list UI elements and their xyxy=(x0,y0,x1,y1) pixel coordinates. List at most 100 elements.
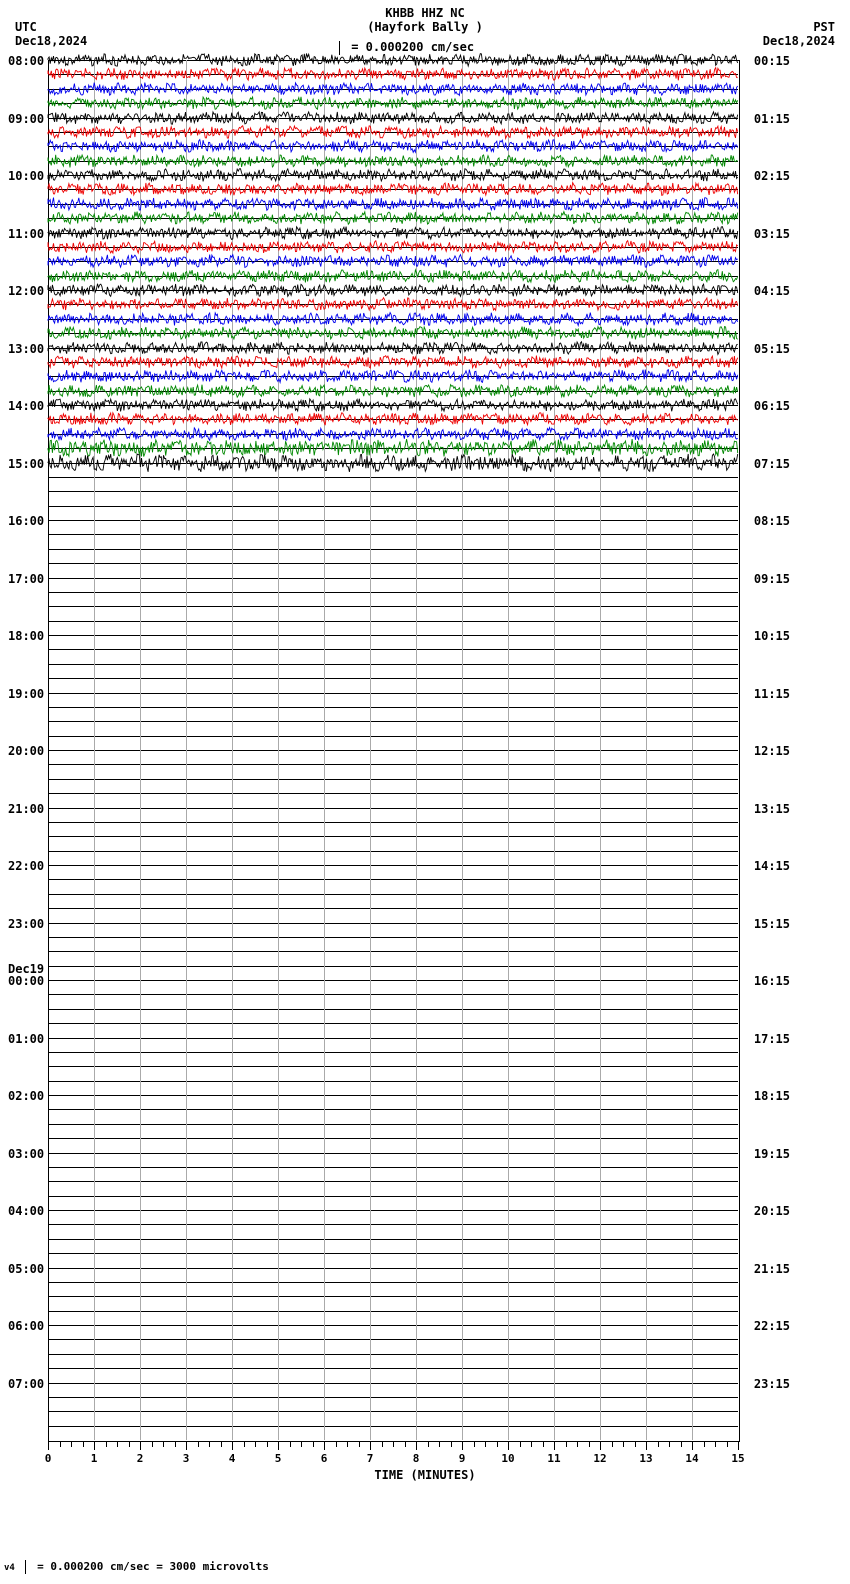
grid-line-h xyxy=(48,980,738,981)
grid-line-h xyxy=(48,1138,738,1139)
grid-line-h xyxy=(48,1268,738,1269)
time-label-left: 08:00 xyxy=(8,54,44,68)
x-tick-major xyxy=(416,1442,417,1450)
time-label-right: 11:15 xyxy=(754,687,790,701)
x-tick-major xyxy=(370,1442,371,1450)
time-label-left: 23:00 xyxy=(8,917,44,931)
grid-line-h xyxy=(48,1339,738,1340)
tz-left: UTC xyxy=(15,20,37,34)
x-tick-minor xyxy=(658,1442,659,1447)
x-tick-minor xyxy=(520,1442,521,1447)
x-tick-label: 7 xyxy=(367,1452,374,1465)
time-label-right: 07:15 xyxy=(754,457,790,471)
grid-line-h xyxy=(48,1397,738,1398)
grid-line-h xyxy=(48,1224,738,1225)
footer-scale: v4 = 0.000200 cm/sec = 3000 microvolts xyxy=(4,1560,269,1574)
x-tick-minor xyxy=(727,1442,728,1447)
time-label-right: 17:15 xyxy=(754,1032,790,1046)
grid-line-h xyxy=(48,1210,738,1211)
x-tick-minor xyxy=(589,1442,590,1447)
x-tick-minor xyxy=(221,1442,222,1447)
grid-line-h xyxy=(48,808,738,809)
grid-line-h xyxy=(48,477,738,478)
time-label-right: 00:15 xyxy=(754,54,790,68)
time-label-left: 04:00 xyxy=(8,1204,44,1218)
grid-line-h xyxy=(48,1081,738,1082)
grid-line-h xyxy=(48,506,738,507)
grid-line-h xyxy=(48,923,738,924)
time-label-left: 19:00 xyxy=(8,687,44,701)
x-tick-major xyxy=(140,1442,141,1450)
time-label-left: 05:00 xyxy=(8,1262,44,1276)
time-label-right: 02:15 xyxy=(754,169,790,183)
time-label-right: 03:15 xyxy=(754,227,790,241)
time-label-left: 21:00 xyxy=(8,802,44,816)
x-tick-label: 12 xyxy=(593,1452,606,1465)
x-tick-label: 3 xyxy=(183,1452,190,1465)
time-label-left: 06:00 xyxy=(8,1319,44,1333)
x-tick-minor xyxy=(393,1442,394,1447)
x-tick-label: 8 xyxy=(413,1452,420,1465)
grid-line-h xyxy=(48,520,738,521)
x-tick-minor xyxy=(267,1442,268,1447)
time-label-right: 05:15 xyxy=(754,342,790,356)
grid-line-h xyxy=(48,1383,738,1384)
seismogram-container: KHBB HHZ NC (Hayfork Bally ) = 0.000200 … xyxy=(0,0,850,1584)
grid-line-h xyxy=(48,1109,738,1110)
grid-line-h xyxy=(48,1066,738,1067)
grid-line-h xyxy=(48,1296,738,1297)
station-title: KHBB HHZ NC xyxy=(0,6,850,20)
grid-line-h xyxy=(48,678,738,679)
x-tick-minor xyxy=(623,1442,624,1447)
grid-line-h xyxy=(48,578,738,579)
time-label-left: 02:00 xyxy=(8,1089,44,1103)
time-label-right: 04:15 xyxy=(754,284,790,298)
x-tick-label: 6 xyxy=(321,1452,328,1465)
grid-line-h xyxy=(48,549,738,550)
x-tick-minor xyxy=(531,1442,532,1447)
grid-line-h xyxy=(48,1095,738,1096)
grid-line-h xyxy=(48,1009,738,1010)
x-tick-minor xyxy=(71,1442,72,1447)
grid-line-h xyxy=(48,1181,738,1182)
grid-line-h xyxy=(48,1052,738,1053)
grid-line-h xyxy=(48,736,738,737)
x-tick-minor xyxy=(543,1442,544,1447)
x-tick-major xyxy=(48,1442,49,1450)
x-tick-label: 13 xyxy=(639,1452,652,1465)
grid-line-h xyxy=(48,1325,738,1326)
grid-line-h xyxy=(48,764,738,765)
x-tick-minor xyxy=(129,1442,130,1447)
time-label-left: 20:00 xyxy=(8,744,44,758)
time-label-right: 06:15 xyxy=(754,399,790,413)
grid-line-h xyxy=(48,793,738,794)
seismic-trace xyxy=(48,463,738,477)
date-left: Dec18,2024 xyxy=(15,34,87,48)
x-tick-minor xyxy=(382,1442,383,1447)
grid-line-h xyxy=(48,1411,738,1412)
x-tick-minor xyxy=(485,1442,486,1447)
grid-line-h xyxy=(48,1368,738,1369)
grid-line-h xyxy=(48,779,738,780)
x-tick-label: 1 xyxy=(91,1452,98,1465)
time-label-left: 00:00 xyxy=(8,974,44,988)
x-tick-major xyxy=(324,1442,325,1450)
x-tick-minor xyxy=(347,1442,348,1447)
grid-line-h xyxy=(48,1253,738,1254)
time-label-right: 15:15 xyxy=(754,917,790,931)
x-tick-label: 4 xyxy=(229,1452,236,1465)
x-tick-major xyxy=(738,1442,739,1450)
x-axis-title: TIME (MINUTES) xyxy=(0,1468,850,1482)
time-label-left: 07:00 xyxy=(8,1377,44,1391)
x-tick-minor xyxy=(163,1442,164,1447)
x-tick-minor xyxy=(359,1442,360,1447)
x-tick-minor xyxy=(336,1442,337,1447)
grid-line-h xyxy=(48,1311,738,1312)
x-tick-minor xyxy=(577,1442,578,1447)
time-label-right: 23:15 xyxy=(754,1377,790,1391)
time-label-left: 18:00 xyxy=(8,629,44,643)
time-label-right: 16:15 xyxy=(754,974,790,988)
time-label-right: 13:15 xyxy=(754,802,790,816)
x-tick-minor xyxy=(715,1442,716,1447)
time-label-right: 22:15 xyxy=(754,1319,790,1333)
